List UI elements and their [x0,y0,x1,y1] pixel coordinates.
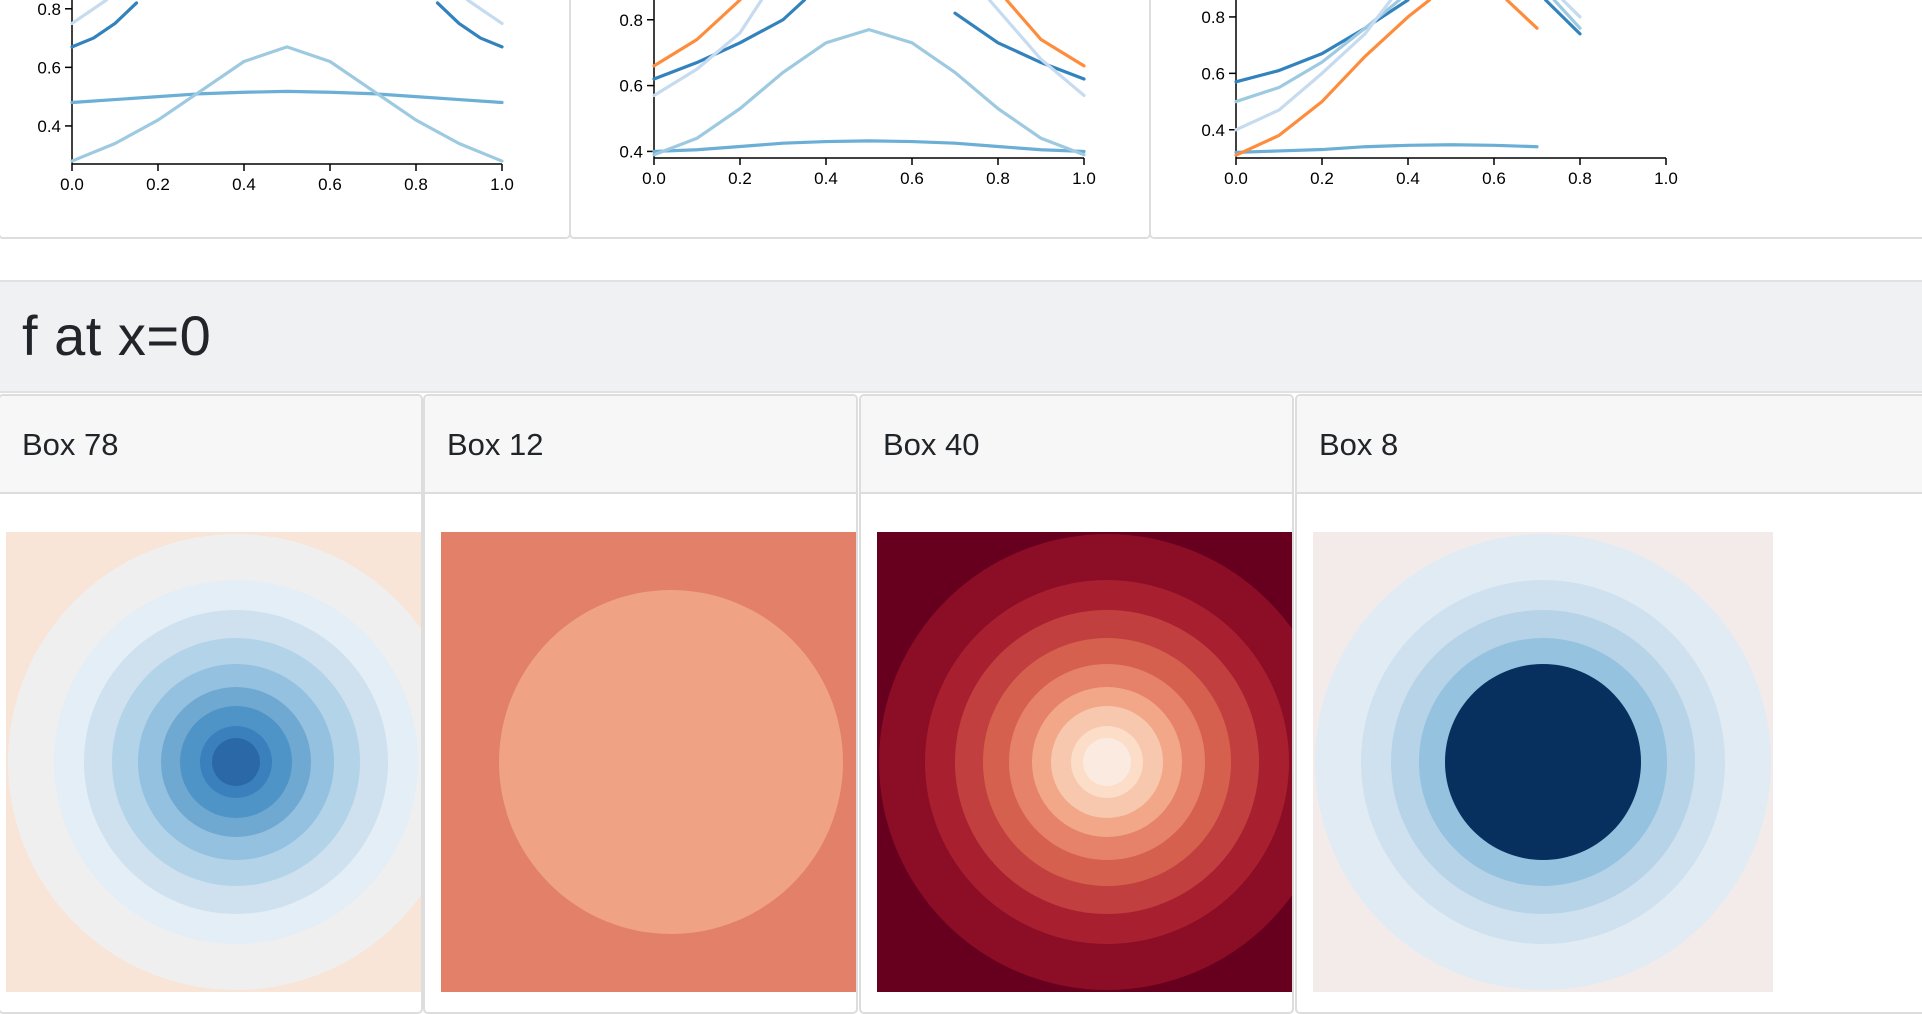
x-tick-label: 0.6 [1482,169,1506,188]
series-line [70,89,504,105]
series-line [466,0,504,26]
series-line [70,0,109,26]
line-chart-card-1: 0.0 0.2 0.4 0.6 0.8 1.0 0.4 0.6 0.8 [0,0,571,239]
box-title: Box 40 [861,396,1292,494]
y-tick-label: 0.4 [1201,121,1225,140]
series-line [1005,0,1086,68]
series-line [652,0,742,68]
series-line [70,1,139,49]
contour-heatmap [877,532,1292,992]
box-title: Box 12 [425,396,856,494]
series-line [1544,0,1582,36]
series-line [1234,0,1432,157]
series-line [953,11,1086,81]
y-tick-label: 0.4 [37,117,61,136]
x-tick-label: 1.0 [1072,169,1096,188]
section-title: f at x=0 [22,304,212,367]
series-line [1234,143,1539,154]
x-tick-label: 0.8 [1568,169,1592,188]
series-line [987,0,1086,98]
contour-ring [499,590,843,934]
box-title: Box 78 [0,396,421,494]
box-card-3: Box 40 [859,394,1294,1014]
top-chart-row: 0.0 0.2 0.4 0.6 0.8 1.0 0.4 0.6 0.8 0.0 0.2 0.4 0.6… [0,0,1922,240]
series-line [652,0,807,81]
contour-heatmap [441,532,856,992]
x-tick-label: 0.8 [404,175,428,194]
line-chart-card-2: 0.0 0.2 0.4 0.6 0.8 1.0 0.4 0.6 0.8 [569,0,1151,239]
contour-center [1083,738,1131,786]
x-tick-label: 0.2 [146,175,170,194]
x-tick-label: 0.4 [814,169,838,188]
contour-heatmap [6,532,421,992]
line-chart-1: 0.0 0.2 0.4 0.6 0.8 1.0 0.4 0.6 0.8 [37,0,514,194]
box-card-2: Box 12 [423,394,858,1014]
x-tick-label: 0.2 [1310,169,1334,188]
x-tick-label: 1.0 [490,175,514,194]
x-tick-label: 0.6 [318,175,342,194]
series-line [435,1,504,49]
series-line [652,28,1086,157]
contour-center [1445,664,1641,860]
series-line [652,139,1086,154]
line-chart-card-3: 0.0 0.2 0.4 0.6 0.8 1.0 0.4 0.6 0.8 [1149,0,1922,239]
box-title: Box 8 [1297,396,1922,494]
box-card-1: Box 78 [0,394,423,1014]
section-header: f at x=0 [0,280,1922,393]
y-tick-label: 0.8 [1201,8,1225,27]
x-tick-label: 0.8 [986,169,1010,188]
y-tick-label: 0.8 [37,0,61,19]
x-tick-label: 0.0 [1224,169,1248,188]
y-tick-label: 0.4 [619,142,643,161]
y-tick-label: 0.6 [37,58,61,77]
series-line [1561,0,1582,19]
x-tick-label: 0.6 [900,169,924,188]
line-chart-3: 0.0 0.2 0.4 0.6 0.8 1.0 0.4 0.6 0.8 [1201,0,1678,188]
x-tick-label: 1.0 [1654,169,1678,188]
line-chart-2: 0.0 0.2 0.4 0.6 0.8 1.0 0.4 0.6 0.8 [619,0,1096,188]
x-tick-label: 0.2 [728,169,752,188]
contour-center [212,738,260,786]
series-line [1234,0,1393,132]
y-tick-label: 0.8 [619,11,643,30]
series-line [1552,0,1582,30]
box-card-4: Box 8 [1295,394,1922,1014]
y-tick-label: 0.6 [619,77,643,96]
series-line [652,0,764,98]
x-tick-label: 0.0 [642,169,666,188]
series-line [1234,0,1410,84]
x-tick-label: 0.4 [1396,169,1420,188]
x-tick-label: 0.4 [232,175,256,194]
series-line [1505,0,1539,30]
contour-heatmap [1313,532,1773,992]
series-line [70,45,504,163]
series-line [1234,0,1401,104]
x-tick-label: 0.0 [60,175,84,194]
y-tick-label: 0.6 [1201,64,1225,83]
